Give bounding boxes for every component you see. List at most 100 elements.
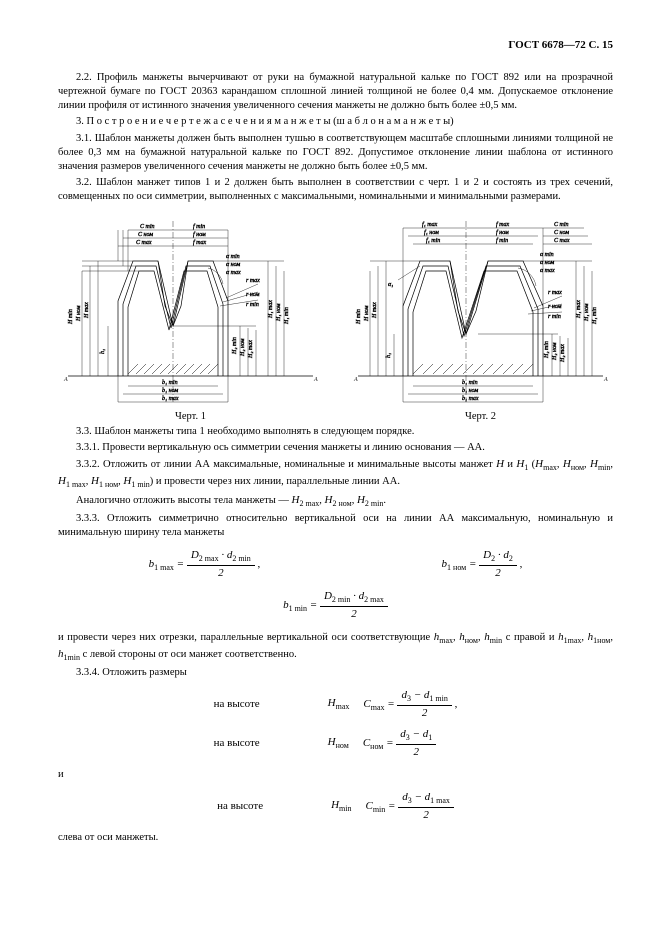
svg-text:C ном: C ном bbox=[138, 232, 153, 238]
svg-text:H max: H max bbox=[84, 302, 90, 319]
svg-text:f ном: f ном bbox=[496, 229, 509, 236]
svg-text:r min: r min bbox=[246, 302, 259, 308]
para-3-1: 3.1. Шаблон манжеты должен быть выполнен… bbox=[58, 132, 613, 175]
svg-text:H₁ max: H₁ max bbox=[268, 300, 274, 319]
svg-text:H₂ min: H₂ min bbox=[232, 337, 238, 355]
figure-1-caption: Черт. 1 bbox=[58, 410, 323, 424]
svg-text:H₂ min: H₂ min bbox=[544, 341, 550, 359]
para-after-b: и провести через них отрезки, параллельн… bbox=[58, 630, 613, 664]
figure-1-wrap: A A bbox=[58, 206, 323, 424]
svg-text:b₁ min: b₁ min bbox=[462, 380, 478, 386]
svg-text:H₂ ном: H₂ ном bbox=[240, 339, 246, 358]
figure-1: A A bbox=[58, 206, 323, 406]
formula-b1nom: b1 ном = D2 · d2 2 , bbox=[442, 548, 523, 581]
svg-text:α max: α max bbox=[540, 268, 555, 274]
sym: H bbox=[91, 475, 99, 487]
figure-2-wrap: A A bbox=[348, 206, 613, 424]
svg-text:f min: f min bbox=[496, 237, 508, 244]
para-3-3-2b: Аналогично отложить высоты тела манжеты … bbox=[58, 493, 613, 510]
para-3-3-2: 3.3.2. Отложить от линии АА максимальные… bbox=[58, 457, 613, 491]
svg-text:h₁: h₁ bbox=[386, 353, 392, 358]
svg-text:b₁ ном: b₁ ном bbox=[462, 388, 478, 394]
para-3-title: 3. П о с т р о е н и е ч е р т е ж а с е… bbox=[58, 115, 613, 129]
svg-text:A: A bbox=[63, 377, 68, 383]
svg-text:α ном: α ном bbox=[540, 260, 554, 266]
svg-text:α₁: α₁ bbox=[388, 282, 393, 288]
svg-text:H ном: H ном bbox=[76, 306, 82, 323]
svg-text:H₁ min: H₁ min bbox=[592, 307, 598, 325]
svg-text:A: A bbox=[603, 377, 608, 383]
svg-text:α ном: α ном bbox=[226, 262, 240, 268]
svg-text:H₁ ном: H₁ ном bbox=[584, 304, 590, 323]
sym: H bbox=[357, 494, 365, 506]
para-3-2: 3.2. Шаблон манжет типов 1 и 2 должен бы… bbox=[58, 176, 613, 204]
svg-text:H₁ ном: H₁ ном bbox=[276, 304, 282, 323]
formula-Cmax: на высоте Hmax Cmax = d3 − d1 min 2 , bbox=[214, 688, 458, 721]
text: и провести через них линии, параллельные… bbox=[156, 476, 400, 487]
sym: H bbox=[58, 475, 66, 487]
svg-text:A: A bbox=[353, 377, 358, 383]
svg-text:H min: H min bbox=[356, 310, 362, 326]
svg-text:α min: α min bbox=[540, 252, 554, 258]
para-2-2: 2.2. Профиль манжеты вычерчивают от руки… bbox=[58, 71, 613, 114]
figure-2: A A bbox=[348, 206, 613, 406]
svg-text:H₂ max: H₂ max bbox=[248, 340, 254, 359]
svg-text:r ном: r ном bbox=[246, 292, 260, 298]
text: и провести через них отрезки, параллельн… bbox=[58, 632, 434, 643]
svg-text:r max: r max bbox=[246, 278, 260, 284]
svg-text:f max: f max bbox=[193, 239, 207, 246]
svg-text:H₁ min: H₁ min bbox=[284, 307, 290, 325]
formula-Cmin-block: на высоте Hmin Cmin = d3 − d1 max 2 bbox=[217, 790, 454, 823]
formula-b1max: b1 max = D2 max · d2 min 2 , bbox=[149, 548, 261, 581]
page: ГОСТ 6678—72 С. 15 2.2. Профиль манжеты … bbox=[0, 0, 661, 936]
svg-text:H max: H max bbox=[372, 302, 378, 319]
para-3-3-4: 3.3.4. Отложить размеры bbox=[58, 666, 613, 680]
svg-text:b₁ max: b₁ max bbox=[462, 396, 479, 402]
svg-text:C min: C min bbox=[554, 222, 569, 228]
para-and: и bbox=[58, 768, 613, 782]
svg-text:H ном: H ном bbox=[364, 306, 370, 323]
svg-text:H₂ ном: H₂ ном bbox=[552, 343, 558, 362]
svg-text:A: A bbox=[313, 377, 318, 383]
para-3-3-1: 3.3.1. Провести вертикальную ось симметр… bbox=[58, 441, 613, 455]
svg-text:C max: C max bbox=[554, 238, 570, 244]
sym: H bbox=[590, 458, 598, 470]
svg-text:r min: r min bbox=[548, 314, 561, 320]
svg-text:H min: H min bbox=[68, 310, 74, 326]
para-last: слева от оси манжеты. bbox=[58, 831, 613, 845]
svg-text:H₂ max: H₂ max bbox=[560, 344, 566, 363]
para-3-3: 3.3. Шаблон манжеты типа 1 необходимо вы… bbox=[58, 425, 613, 439]
svg-text:r max: r max bbox=[548, 290, 562, 296]
text: с правой и bbox=[506, 632, 558, 643]
svg-text:α max: α max bbox=[226, 270, 241, 276]
svg-text:f₁ min: f₁ min bbox=[426, 237, 440, 244]
sym: H bbox=[563, 458, 571, 470]
sym: H bbox=[535, 458, 543, 470]
figures-row: A A bbox=[58, 206, 613, 424]
svg-text:C max: C max bbox=[136, 240, 152, 246]
svg-text:b₁ min: b₁ min bbox=[162, 380, 178, 386]
text: Аналогично отложить высоты тела манжеты … bbox=[76, 495, 292, 506]
svg-text:H₁ max: H₁ max bbox=[576, 300, 582, 319]
text: 3.3.2. Отложить от линии АА максимальные… bbox=[76, 459, 496, 470]
svg-text:b₁ ном: b₁ ном bbox=[162, 388, 178, 394]
svg-text:f ном: f ном bbox=[193, 231, 206, 238]
formula-Cmin: на высоте Hmin Cmin = d3 − d1 max 2 bbox=[217, 790, 454, 823]
sym: H bbox=[292, 494, 300, 506]
svg-text:C min: C min bbox=[140, 224, 155, 230]
svg-text:b₁ max: b₁ max bbox=[162, 396, 179, 402]
svg-text:h₁: h₁ bbox=[100, 349, 106, 354]
svg-text:r ном: r ном bbox=[548, 304, 562, 310]
formula-C-block: на высоте Hmax Cmax = d3 − d1 min 2 , на… bbox=[214, 688, 458, 760]
text: с левой стороны от оси манжет соответств… bbox=[83, 649, 297, 660]
svg-text:f₁ max: f₁ max bbox=[422, 221, 438, 228]
formula-b1min: b1 min = D2 min · d2 max 2 bbox=[58, 589, 613, 622]
sym-H: H bbox=[496, 458, 504, 470]
formula-Cnom: на высоте Hном Cном = d3 − d1 2 bbox=[214, 727, 458, 760]
para-3-3-3: 3.3.3. Отложить симметрично относительно… bbox=[58, 512, 613, 540]
svg-text:C ном: C ном bbox=[554, 230, 569, 236]
svg-text:f₁ ном: f₁ ном bbox=[424, 229, 439, 236]
figure-2-caption: Черт. 2 bbox=[348, 410, 613, 424]
formula-b1max-b1nom: b1 max = D2 max · d2 min 2 , b1 ном = D2… bbox=[58, 548, 613, 581]
svg-text:f max: f max bbox=[496, 221, 510, 228]
